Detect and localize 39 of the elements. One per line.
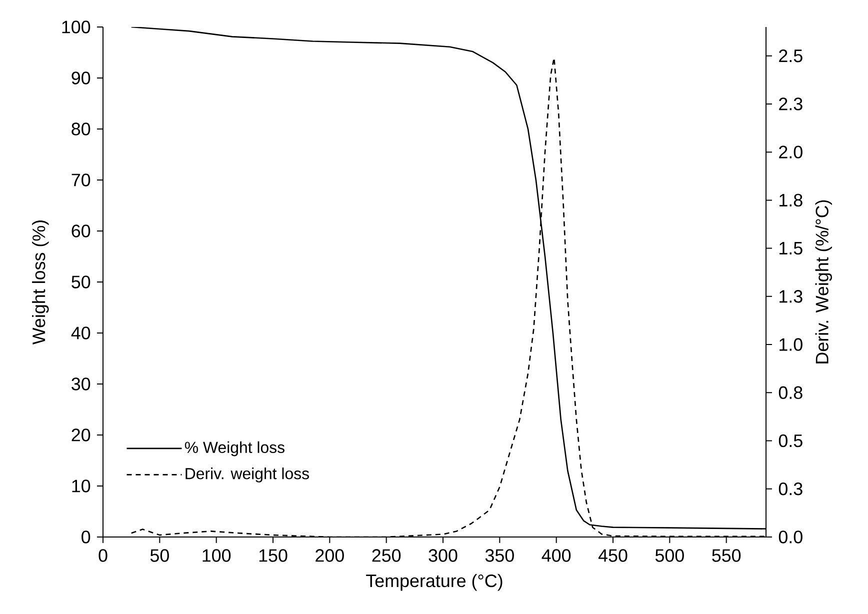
legend-label: Deriv. weight loss xyxy=(186,468,309,482)
y2-tick-label: 0.0 xyxy=(778,530,802,544)
y-tick-label: 50 xyxy=(72,276,90,288)
x-tick-label: 500 xyxy=(655,549,684,562)
x-tick-label: 200 xyxy=(316,549,344,562)
y-tick-label: 10 xyxy=(72,480,90,492)
y2-tick-label: 1.3 xyxy=(780,290,802,303)
x-tick-label: 0 xyxy=(98,549,108,562)
y-tick-label: 100 xyxy=(62,20,90,34)
y2-tick-label: 0.3 xyxy=(778,482,802,496)
y-axis-title: Weight loss (%) xyxy=(32,220,49,345)
x-tick-label: 250 xyxy=(372,549,401,562)
y-tick-label: 80 xyxy=(72,122,90,136)
y2-tick-label: 1.5 xyxy=(780,242,802,255)
x-tick-label: 350 xyxy=(485,549,514,562)
y-tick-label: 40 xyxy=(71,326,90,340)
y2-axis-title: Deriv. Weight (%/°C) xyxy=(815,200,832,364)
x-tick-label: 450 xyxy=(598,549,628,562)
y-tick-label: 90 xyxy=(72,72,90,84)
x-tick-label: 50 xyxy=(150,549,169,562)
x-axis-title: Temperature (°C) xyxy=(366,574,502,591)
x-tick-label: 550 xyxy=(712,549,741,562)
y2-tick-label: 1.0 xyxy=(780,338,802,351)
x-tick-label: 300 xyxy=(428,549,458,562)
y-tick-label: 0 xyxy=(82,530,90,544)
x-tick-label: 100 xyxy=(202,549,231,562)
y2-tick-label: 2.0 xyxy=(779,146,802,158)
y2-tick-label: 0.5 xyxy=(778,434,802,448)
legend-label: % Weight loss xyxy=(184,441,284,456)
y2-tick-label: 0.8 xyxy=(778,386,802,399)
x-tick-label: 150 xyxy=(259,549,288,562)
y2-tick-label: 2.5 xyxy=(779,49,802,62)
y-tick-label: 20 xyxy=(72,428,90,442)
y-tick-label: 60 xyxy=(72,224,90,238)
y2-tick-label: 2.3 xyxy=(779,98,802,110)
x-tick-label: 400 xyxy=(542,549,571,562)
y-tick-label: 30 xyxy=(72,378,90,390)
y-tick-label: 70 xyxy=(72,174,90,186)
y2-tick-label: 1.8 xyxy=(780,194,802,207)
